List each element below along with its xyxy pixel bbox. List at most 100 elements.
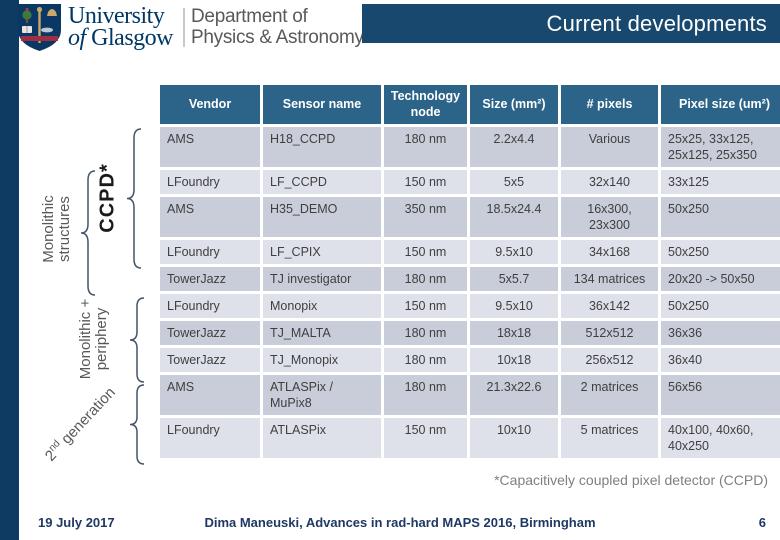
table-cell: 9.5x10 [470,240,558,265]
table-cell: TJ_Monopix [263,348,381,373]
table-row: TowerJazz TJ_Monopix 180 nm 10x18 256x512 36x… [160,348,780,373]
table-cell: 25x25, 33x125, 25x125, 25x350 [661,127,780,168]
table-row: LFoundry LF_CCPD 150 nm 5x5 32x140 33x125 [160,170,780,195]
table-row: LFoundry ATLASPix 150 nm 10x10 5 matrices 40x… [160,418,780,459]
table-cell: TowerJazz [160,321,260,346]
table-cell: LFoundry [160,294,260,319]
table-cell: 350 nm [384,197,467,238]
table-cell: 18x18 [470,321,558,346]
title-banner: Current developments [362,4,780,43]
table-cell: 150 nm [384,294,467,319]
table-cell: 150 nm [384,240,467,265]
table-cell: TJ investigator [263,267,381,292]
table-cell: Various [561,127,658,168]
university-wordmark-line2: of Glasgow [68,25,173,51]
table-cell: 10x10 [470,418,558,459]
table-cell: 5x5.7 [470,267,558,292]
table-cell: 21.3x22.6 [470,375,558,416]
column-header: # pixels [561,85,658,125]
table-cell: 36x40 [661,348,780,373]
label-ccpd: CCPD* [96,163,119,233]
table-cell: 20x20 -> 50x50 [661,267,780,292]
table-cell: 40x100, 40x60, 40x250 [661,418,780,459]
slide-title: Current developments [546,10,767,36]
label-monolithic-structures: Monolithic structures [40,195,73,263]
column-header: Pixel size (um²) [661,85,780,125]
table-row: LFoundry Monopix 150 nm 9.5x10 36x142 50x250 [160,294,780,319]
university-wordmark-line1: University [68,3,165,29]
table-cell: AMS [160,375,260,416]
table-cell: 16x300, 23x300 [561,197,658,238]
table-cell: 36x142 [561,294,658,319]
table-cell: ATLASPix [263,418,381,459]
label-monolithic-periphery: Monolithic + periphery [77,298,110,380]
label-2nd-generation: 2nd generation [41,383,119,465]
university-crest-logo [18,4,61,51]
column-header: Sensor name [263,85,381,125]
table-row: TowerJazz TJ_MALTA 180 nm 18x18 512x512 36x36 [160,321,780,346]
table-cell: 32x140 [561,170,658,195]
department-name: Department of Physics & Astronomy [191,6,364,48]
footer-date: 19 July 2017 [38,515,115,530]
table-cell: 180 nm [384,127,467,168]
table-cell: LF_CCPD [263,170,381,195]
brace-monolithic-periphery [129,297,145,383]
table-row: TowerJazz TJ investigator 180 nm 5x5.7 134 m… [160,267,780,292]
table-cell: 33x125 [661,170,780,195]
table-cell: TowerJazz [160,348,260,373]
university-wordmark: University of Glasgow [68,3,173,51]
table-row: AMS H35_DEMO 350 nm 18.5x24.4 16x300, 23x300… [160,197,780,238]
table-cell: 50x250 [661,240,780,265]
footer-page-number: 6 [758,515,766,530]
table-cell: 5 matrices [561,418,658,459]
table-cell: 50x250 [661,197,780,238]
footer-credit: Dima Maneuski, Advances in rad-hard MAPS… [204,515,596,530]
table-cell: 2 matrices [561,375,658,416]
table-row: AMS H18_CCPD 180 nm 2.2x4.4 Various 25x25, 33… [160,127,780,168]
table-cell: Monopix [263,294,381,319]
logo-divider [183,8,185,47]
column-header: Vendor [160,85,260,125]
table-cell: TowerJazz [160,267,260,292]
table-header-row: Vendor Sensor name Technology node Size (mm… [160,85,780,125]
table-row: AMS ATLASPix / MuPix8 180 nm 21.3x22.6 2 mat… [160,375,780,416]
table-cell: 10x18 [470,348,558,373]
table-cell: 2.2x4.4 [470,127,558,168]
table-cell: ATLASPix / MuPix8 [263,375,381,416]
table-cell: 150 nm [384,170,467,195]
table-cell: 180 nm [384,267,467,292]
table-cell: AMS [160,127,260,168]
table-cell: 36x36 [661,321,780,346]
table-cell: LFoundry [160,418,260,459]
table-cell: 134 matrices [561,267,658,292]
table-cell: 18.5x24.4 [470,197,558,238]
footnote-ccpd: *Capacitively coupled pixel detector (CC… [494,472,768,488]
table-cell: 50x250 [661,294,780,319]
table-cell: 180 nm [384,348,467,373]
table-cell: LFoundry [160,240,260,265]
brace-ccpd [126,128,142,269]
table-cell: LF_CPIX [263,240,381,265]
department-line2: Physics & Astronomy [191,27,364,48]
table-cell: 9.5x10 [470,294,558,319]
table-cell: 34x168 [561,240,658,265]
table-cell: AMS [160,197,260,238]
table-row: LFoundry LF_CPIX 150 nm 9.5x10 34x168 50x250 [160,240,780,265]
table-cell: H18_CCPD [263,127,381,168]
column-header: Technology node [384,85,467,125]
table-cell: 56x56 [661,375,780,416]
table-cell: TJ_MALTA [263,321,381,346]
brace-monolithic-structures [80,170,96,296]
sensors-table: Vendor Sensor name Technology node Size (mm… [157,82,780,461]
table-cell: LFoundry [160,170,260,195]
table-cell: 5x5 [470,170,558,195]
department-line1: Department of [191,6,308,27]
table-cell: 512x512 [561,321,658,346]
column-header: Size (mm²) [470,85,558,125]
table-cell: 150 nm [384,418,467,459]
table-cell: H35_DEMO [263,197,381,238]
brace-2nd-generation [129,384,145,465]
left-accent-bar [0,0,19,540]
sensors-table-container: Vendor Sensor name Technology node Size (mm… [157,82,780,461]
